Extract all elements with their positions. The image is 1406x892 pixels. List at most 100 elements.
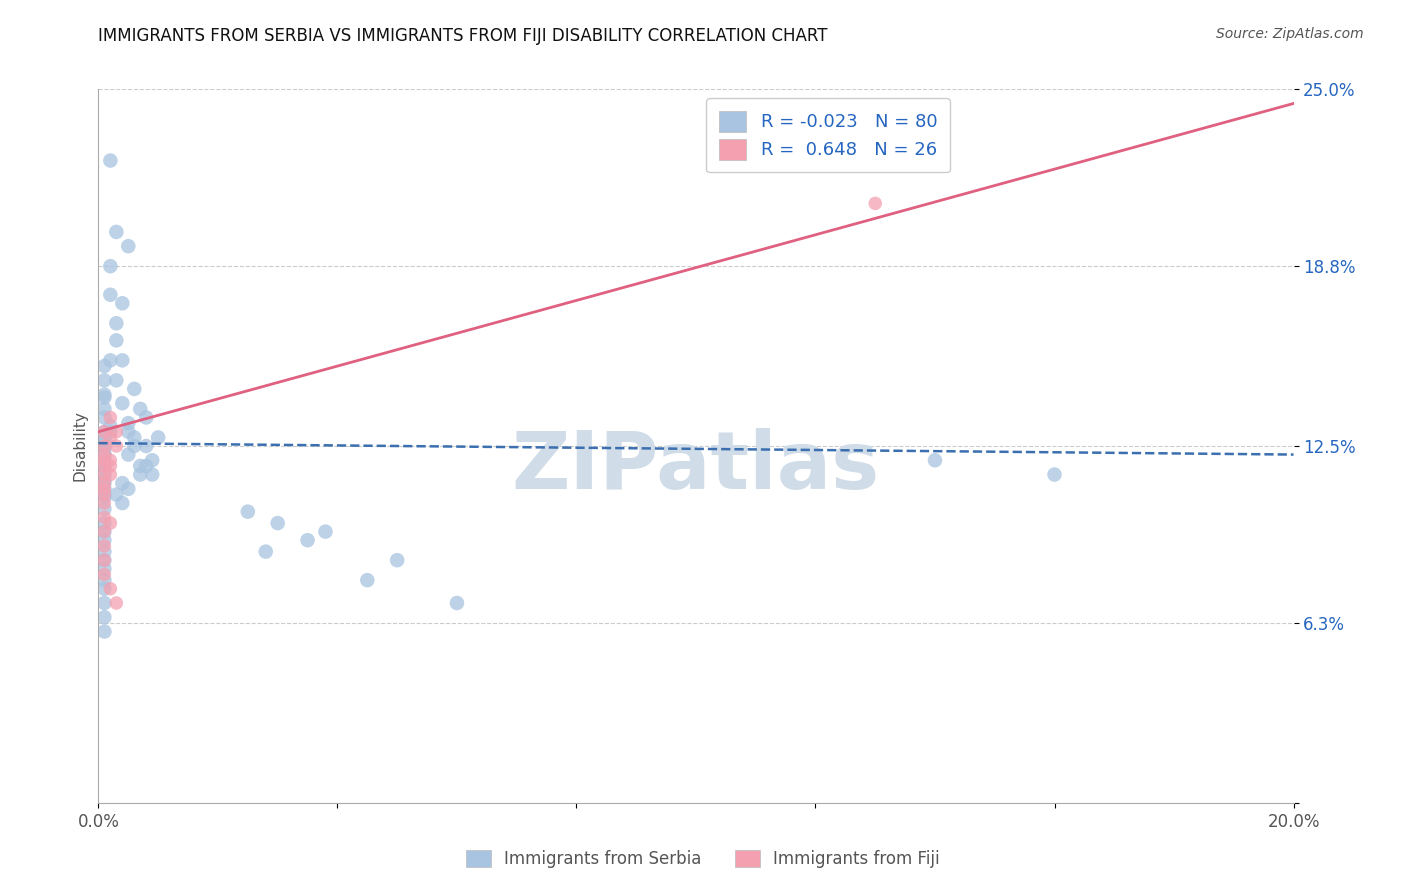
Point bbox=[111, 353, 134, 368]
Point bbox=[93, 410, 115, 425]
Point bbox=[93, 482, 115, 496]
Point bbox=[93, 524, 115, 539]
Point bbox=[93, 510, 115, 524]
Point bbox=[267, 516, 290, 530]
Point bbox=[93, 624, 115, 639]
Point bbox=[98, 430, 122, 444]
Point bbox=[924, 453, 946, 467]
Point bbox=[93, 476, 115, 491]
Point bbox=[93, 436, 115, 450]
Point bbox=[236, 505, 259, 519]
Point bbox=[129, 467, 152, 482]
Point bbox=[93, 387, 115, 401]
Point bbox=[93, 458, 115, 473]
Point bbox=[93, 487, 115, 501]
Point bbox=[93, 467, 115, 482]
Point bbox=[315, 524, 337, 539]
Point bbox=[98, 453, 122, 467]
Point bbox=[148, 430, 170, 444]
Point bbox=[93, 482, 115, 496]
Point bbox=[98, 410, 122, 425]
Point bbox=[93, 596, 115, 610]
Point bbox=[98, 458, 122, 473]
Text: IMMIGRANTS FROM SERBIA VS IMMIGRANTS FROM FIJI DISABILITY CORRELATION CHART: IMMIGRANTS FROM SERBIA VS IMMIGRANTS FRO… bbox=[98, 27, 828, 45]
Text: Source: ZipAtlas.com: Source: ZipAtlas.com bbox=[1216, 27, 1364, 41]
Point bbox=[93, 462, 115, 476]
Point bbox=[105, 487, 128, 501]
Point bbox=[93, 430, 115, 444]
Point bbox=[93, 391, 115, 405]
Point bbox=[117, 416, 139, 430]
Point bbox=[111, 496, 134, 510]
Point bbox=[129, 401, 152, 416]
Point bbox=[93, 553, 115, 567]
Point bbox=[117, 482, 139, 496]
Point bbox=[93, 573, 115, 587]
Point bbox=[129, 458, 152, 473]
Y-axis label: Disability: Disability bbox=[72, 410, 87, 482]
Point bbox=[93, 567, 115, 582]
Point bbox=[93, 401, 115, 416]
Point bbox=[93, 473, 115, 487]
Legend: R = -0.023   N = 80, R =  0.648   N = 26: R = -0.023 N = 80, R = 0.648 N = 26 bbox=[706, 98, 950, 172]
Point bbox=[93, 476, 115, 491]
Point bbox=[98, 153, 122, 168]
Point bbox=[93, 610, 115, 624]
Point bbox=[297, 533, 319, 548]
Point bbox=[93, 434, 115, 448]
Point bbox=[93, 533, 115, 548]
Point bbox=[124, 439, 146, 453]
Point bbox=[93, 458, 115, 473]
Point bbox=[141, 453, 163, 467]
Point bbox=[98, 353, 122, 368]
Point bbox=[93, 448, 115, 462]
Point bbox=[93, 453, 115, 467]
Point bbox=[93, 442, 115, 456]
Point bbox=[93, 425, 115, 439]
Point bbox=[1043, 467, 1066, 482]
Point bbox=[111, 476, 134, 491]
Point bbox=[93, 453, 115, 467]
Point bbox=[356, 573, 378, 587]
Point bbox=[105, 425, 128, 439]
Point bbox=[98, 287, 122, 301]
Point bbox=[117, 239, 139, 253]
Point bbox=[93, 501, 115, 516]
Point bbox=[93, 439, 115, 453]
Point bbox=[93, 582, 115, 596]
Point bbox=[98, 516, 122, 530]
Point bbox=[93, 425, 115, 439]
Point bbox=[93, 439, 115, 453]
Point bbox=[93, 491, 115, 505]
Point bbox=[93, 373, 115, 387]
Point bbox=[105, 316, 128, 330]
Point bbox=[111, 396, 134, 410]
Point bbox=[105, 373, 128, 387]
Point bbox=[93, 359, 115, 373]
Point bbox=[93, 524, 115, 539]
Point bbox=[135, 439, 157, 453]
Point bbox=[865, 196, 887, 211]
Point bbox=[93, 458, 115, 473]
Text: ZIPatlas: ZIPatlas bbox=[512, 428, 880, 507]
Point bbox=[446, 596, 468, 610]
Point bbox=[105, 225, 128, 239]
Point bbox=[93, 496, 115, 510]
Point bbox=[254, 544, 277, 558]
Point bbox=[93, 539, 115, 553]
Point bbox=[93, 430, 115, 444]
Point bbox=[124, 430, 146, 444]
Point bbox=[93, 448, 115, 462]
Point bbox=[105, 439, 128, 453]
Point bbox=[135, 458, 157, 473]
Point bbox=[141, 467, 163, 482]
Point bbox=[385, 553, 409, 567]
Point bbox=[93, 448, 115, 462]
Point bbox=[93, 487, 115, 501]
Point bbox=[93, 516, 115, 530]
Point bbox=[124, 382, 146, 396]
Point bbox=[98, 259, 122, 273]
Point bbox=[98, 425, 122, 439]
Point bbox=[135, 410, 157, 425]
Point bbox=[117, 425, 139, 439]
